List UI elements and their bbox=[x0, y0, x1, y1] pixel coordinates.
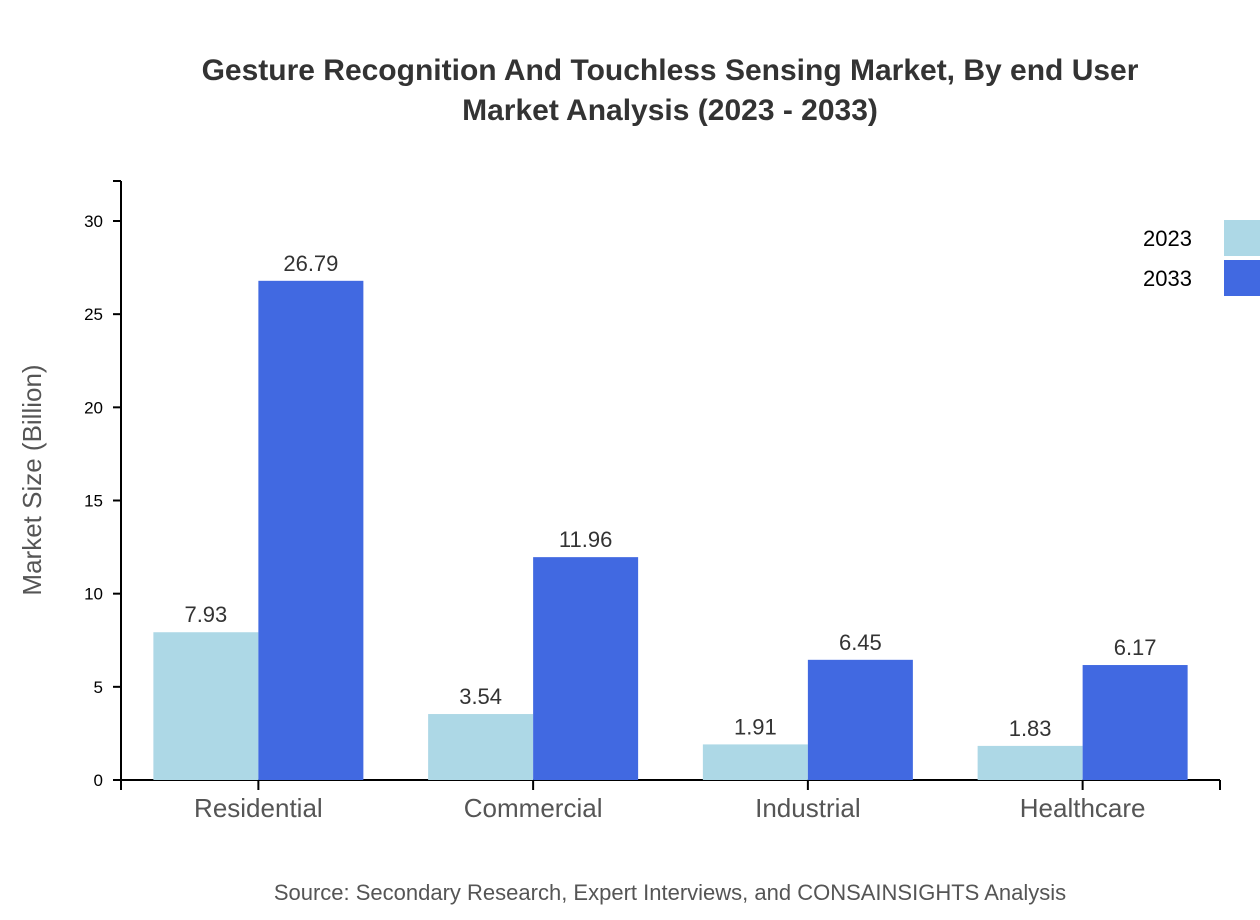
x-axis: Residential Commercial Industrial Healthcar… bbox=[120, 779, 1221, 823]
chart-title-line-2: Market Analysis (2023 - 2033) bbox=[462, 94, 878, 127]
legend-label: 2023 bbox=[1143, 226, 1192, 251]
y-tick-label: 0 bbox=[94, 771, 103, 790]
y-axis-label: Market Size (Billion) bbox=[17, 364, 47, 595]
data-label: 6.17 bbox=[1114, 635, 1157, 660]
data-label: 11.96 bbox=[559, 527, 612, 552]
x-tick-label: Healthcare bbox=[1020, 793, 1146, 823]
y-tick-label: 10 bbox=[84, 585, 103, 604]
data-label: 26.79 bbox=[283, 251, 338, 276]
data-label: 1.91 bbox=[734, 714, 777, 739]
x-tick-label: Industrial bbox=[755, 793, 861, 823]
y-tick-label: 20 bbox=[84, 398, 103, 417]
bar-2033-healthcare bbox=[1082, 665, 1188, 780]
y-tick-label: 15 bbox=[84, 492, 103, 511]
data-label: 6.45 bbox=[839, 630, 882, 655]
source-note: Source: Secondary Research, Expert Inter… bbox=[274, 880, 1066, 905]
y-tick-label: 30 bbox=[84, 212, 103, 231]
y-tick-label: 25 bbox=[84, 305, 103, 324]
bar-2023-residential bbox=[153, 632, 259, 780]
legend-swatch bbox=[1224, 220, 1260, 256]
bars: 7.93 26.79 3.54 11.96 1.91 6.45 1.83 6.17 bbox=[153, 251, 1188, 780]
y-tick-label: 5 bbox=[94, 678, 103, 697]
bar-2023-healthcare bbox=[977, 745, 1083, 780]
x-tick-label: Residential bbox=[194, 793, 323, 823]
x-tick-label: Commercial bbox=[464, 793, 603, 823]
legend-label: 2033 bbox=[1143, 266, 1192, 291]
legend: 2023 2033 bbox=[1143, 220, 1260, 296]
data-label: 1.83 bbox=[1009, 716, 1052, 741]
bar-2023-industrial bbox=[702, 744, 808, 780]
data-label: 3.54 bbox=[459, 684, 502, 709]
bar-2023-commercial bbox=[428, 714, 534, 780]
y-axis: 0 5 10 15 20 25 30 bbox=[84, 180, 122, 790]
bar-2033-commercial bbox=[533, 557, 639, 780]
data-label: 7.93 bbox=[184, 602, 227, 627]
bar-2033-residential bbox=[258, 280, 364, 780]
chart-title-line-1: Gesture Recognition And Touchless Sensin… bbox=[202, 54, 1139, 87]
legend-swatch bbox=[1224, 260, 1260, 296]
bar-2033-industrial bbox=[807, 659, 913, 780]
